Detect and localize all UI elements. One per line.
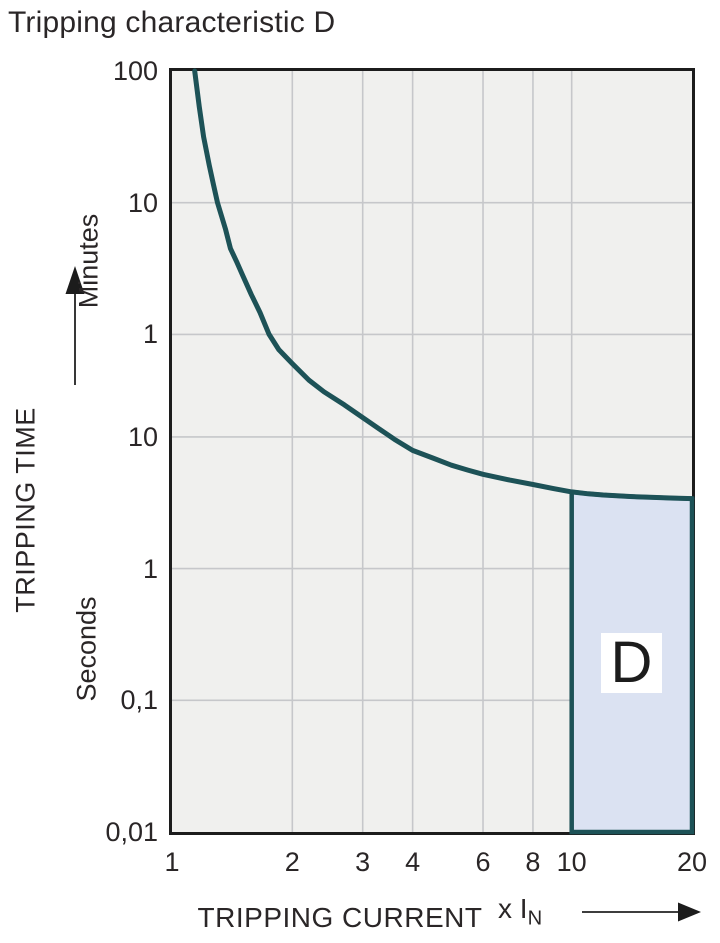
y-axis-title: TRIPPING TIME [10, 407, 41, 613]
x-axis-arrow-icon [582, 902, 701, 922]
x-tick-label: 2 [284, 847, 300, 877]
x-tick-label: 10 [556, 847, 587, 877]
x-tick-label: 6 [475, 847, 491, 877]
y-tick-label: 1 [142, 319, 158, 350]
y-unit-minutes-label: Minutes [73, 213, 104, 309]
region-label: D [610, 630, 653, 695]
x-tick-label: 20 [676, 847, 708, 877]
x-axis-unit: x IN [498, 893, 542, 931]
y-tick-label: 0,01 [105, 817, 158, 847]
x-axis-unit-prefix: x I [498, 893, 528, 924]
x-tick-label: 8 [525, 847, 541, 877]
x-axis-title: TRIPPING CURRENT [197, 902, 483, 933]
y-tick-label: 10 [127, 421, 158, 452]
x-tick-label: 1 [164, 847, 180, 877]
x-tick-label: 4 [405, 847, 421, 877]
y-tick-label: 0,1 [120, 685, 158, 716]
x-tick-label: 3 [355, 847, 371, 877]
plot-area [169, 68, 695, 835]
x-axis-unit-subscript: N [527, 907, 543, 930]
y-tick-label: 10 [127, 187, 158, 218]
y-tick-label: 100 [112, 56, 158, 86]
region-label-box: D [601, 633, 662, 693]
y-tick-label: 1 [142, 553, 158, 584]
figure-title: Tripping characteristic D [8, 6, 336, 39]
y-unit-seconds-label: Seconds [71, 596, 102, 702]
